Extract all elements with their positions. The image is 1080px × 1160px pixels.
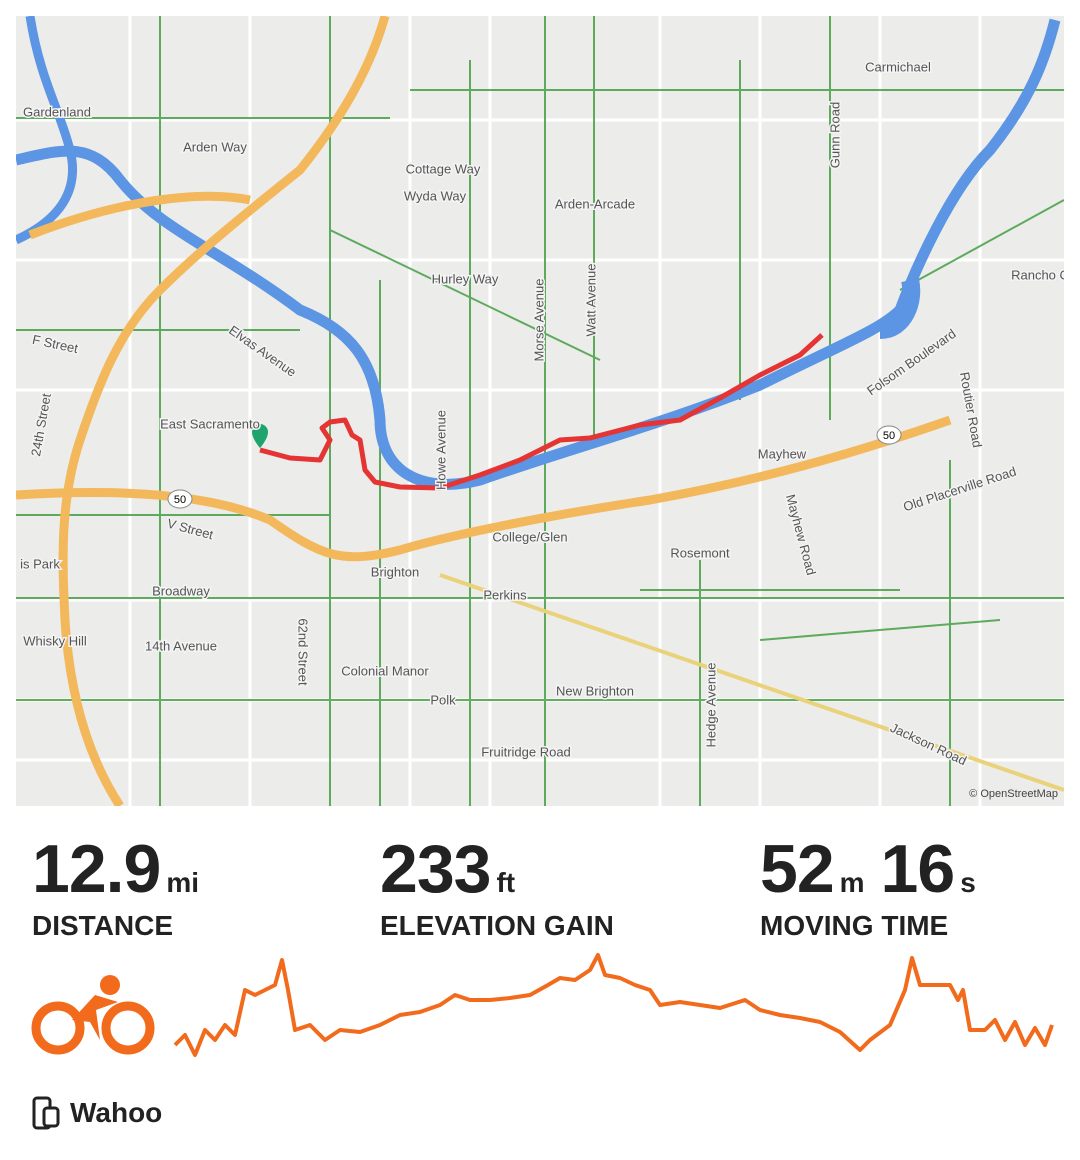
map-label: Hurley Way [432, 271, 499, 286]
map-label: Rancho C [1011, 267, 1064, 282]
stat-value: 12.9 [32, 831, 161, 907]
route-shield [167, 489, 193, 509]
map-label: Rosemont [670, 545, 730, 560]
map-label: Arden Way [183, 139, 247, 154]
map-label: Whisky Hill [23, 633, 87, 648]
stat-unit: ft [496, 867, 516, 898]
map-label: Morse Avenue [531, 279, 546, 362]
stat-label: ELEVATION GAIN [380, 910, 614, 941]
device-icon [32, 1096, 60, 1130]
stat-unit: s [960, 867, 976, 898]
stat-value: 52 [760, 831, 835, 907]
stat-time: 52 m 16 s MOVING TIME [760, 830, 992, 942]
route-shield [876, 425, 902, 445]
route-shield-label: 50 [883, 430, 895, 442]
map-label: Cottage Way [406, 161, 481, 176]
route-shield-label: 50 [174, 494, 186, 506]
map-label: Polk [430, 692, 456, 707]
map-label: Arden-Arcade [555, 196, 635, 211]
map-label: Watt Avenue [583, 264, 598, 337]
profile-area [31, 953, 1054, 1057]
map-label: Howe Avenue [433, 410, 448, 490]
elevation-profile [173, 953, 1054, 1057]
stat-distance: 12.9 mi DISTANCE [32, 830, 215, 942]
map-label: 14th Avenue [145, 638, 217, 653]
stat-elevation: 233 ft ELEVATION GAIN [380, 830, 614, 942]
stat-label: DISTANCE [32, 910, 174, 941]
map-label: Carmichael [865, 59, 931, 74]
stat-unit: m [839, 867, 865, 898]
map-label: 62nd Street [296, 618, 311, 686]
map: Gardenland Arden Way Cottage Way Wyda Way Ar… [16, 16, 1064, 806]
map-label: Fruitridge Road [481, 744, 571, 759]
stat-value: 16 [880, 831, 956, 907]
device-name: Wahoo [70, 1097, 163, 1128]
stat-value: 233 [380, 831, 491, 907]
attribution: © OpenStreetMap [969, 788, 1058, 800]
map-label: New Brighton [556, 683, 634, 698]
map-label: Brighton [371, 564, 419, 579]
map-label: Colonial Manor [341, 663, 429, 678]
map-label: Hedge Avenue [703, 662, 718, 747]
map-label: Broadway [152, 583, 210, 598]
map-label: Gunn Road [827, 102, 842, 169]
map-label: College/Glen [492, 529, 567, 544]
stat-label: MOVING TIME [760, 910, 949, 941]
map-label: is Park [20, 556, 60, 571]
map-label: Gardenland [23, 104, 91, 119]
map-label: East Sacramento [160, 416, 260, 431]
stat-unit: mi [166, 867, 200, 898]
map-label: Wyda Way [404, 188, 467, 203]
ride-icon [31, 1001, 155, 1055]
map-label: Perkins [483, 587, 527, 602]
map-label: Mayhew [758, 446, 807, 461]
device: Wahoo [32, 1096, 162, 1130]
